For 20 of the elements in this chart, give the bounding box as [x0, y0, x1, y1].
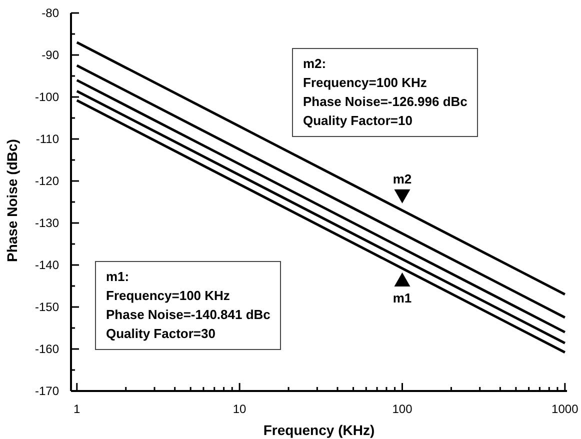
y-tick-label: -80: [42, 6, 60, 20]
y-tick-label: -120: [34, 174, 60, 188]
y-tick-label: -140: [34, 258, 60, 272]
x-tick-label: 1000: [552, 402, 579, 416]
y-tick-label: -110: [36, 132, 60, 146]
y-tick-label: -150: [34, 300, 60, 314]
y-tick-label: -170: [34, 384, 60, 398]
x-tick-label: 100: [392, 402, 413, 416]
y-tick-label: -100: [34, 90, 60, 104]
y-tick-label: -130: [34, 216, 60, 230]
y-tick-label: -90: [42, 48, 60, 62]
y-axis-title: Phase Noise (dBc): [4, 139, 20, 262]
x-tick-label: 10: [232, 402, 247, 416]
x-tick-label: 1: [74, 402, 81, 416]
y-tick-label: -160: [34, 342, 60, 356]
annotation: m2: Frequency=100 KHz Phase Noise=-126.996 dBc Quality Factor=10: [292, 48, 478, 137]
annotation: m1: Frequency=100 KHz Phase Noise=-140.841 dBc Quality Factor=30: [95, 261, 282, 350]
x-axis-title: Frequency (KHz): [263, 422, 375, 438]
annotation: m1: [392, 290, 412, 306]
annotation: m2: [392, 171, 412, 186]
